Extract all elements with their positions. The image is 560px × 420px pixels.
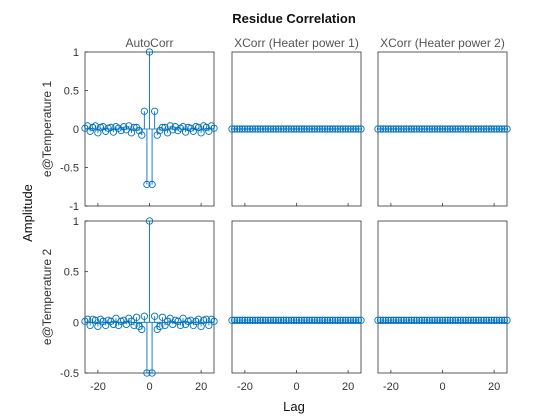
x-tick-label: -20 <box>237 381 253 393</box>
row-label: e@Temperature 2 <box>40 249 54 346</box>
subplot-grid: AutoCorr 1 0.5 0 -0.5 -1 e@Temperature 1 XCorr … <box>40 36 510 393</box>
x-tick-label: 20 <box>195 381 207 393</box>
x-tick-label: 0 <box>439 381 445 393</box>
subplot-r2-c2: -20 0 20 <box>229 221 364 393</box>
x-tick-label: 20 <box>342 381 354 393</box>
column-title: AutoCorr <box>125 36 173 50</box>
subplot-r1-c1: AutoCorr 1 0.5 0 -0.5 -1 e@Temperature 1 <box>40 36 217 213</box>
chart-title: Residue Correlation <box>232 11 356 26</box>
subplot-r2-c1: 1 0.5 0 -0.5 e@Temperature 2 -20 0 20 <box>40 216 217 393</box>
x-tick-label: -20 <box>383 381 399 393</box>
subplot-r1-c3: XCorr (Heater power 2) <box>375 36 510 206</box>
x-tick-label: 20 <box>488 381 500 393</box>
y-tick-label: 0 <box>73 317 79 329</box>
row-label: e@Temperature 1 <box>40 81 54 178</box>
x-tick-label: 0 <box>293 381 299 393</box>
axes-box <box>232 221 361 373</box>
subplot-r1-c2: XCorr (Heater power 1) <box>229 36 364 206</box>
column-title: XCorr (Heater power 1) <box>234 36 359 50</box>
x-tick-label: -20 <box>90 381 106 393</box>
y-axis-label: Amplitude <box>20 184 35 242</box>
y-tick-label: 0.5 <box>64 86 79 98</box>
y-tick-label: 0.5 <box>64 267 79 279</box>
y-tick-label: 0 <box>73 124 79 136</box>
y-tick-label: -0.5 <box>60 368 79 380</box>
y-tick-label: -1 <box>69 201 79 213</box>
y-tick-label: 1 <box>73 47 79 59</box>
y-tick-label: -0.5 <box>60 163 79 175</box>
y-tick-label: 1 <box>73 216 79 228</box>
axes-box <box>378 221 507 373</box>
x-tick-label: 0 <box>146 381 152 393</box>
x-axis-label: Lag <box>283 399 305 414</box>
column-title: XCorr (Heater power 2) <box>380 36 505 50</box>
subplot-r2-c3: -20 0 20 <box>375 221 510 393</box>
